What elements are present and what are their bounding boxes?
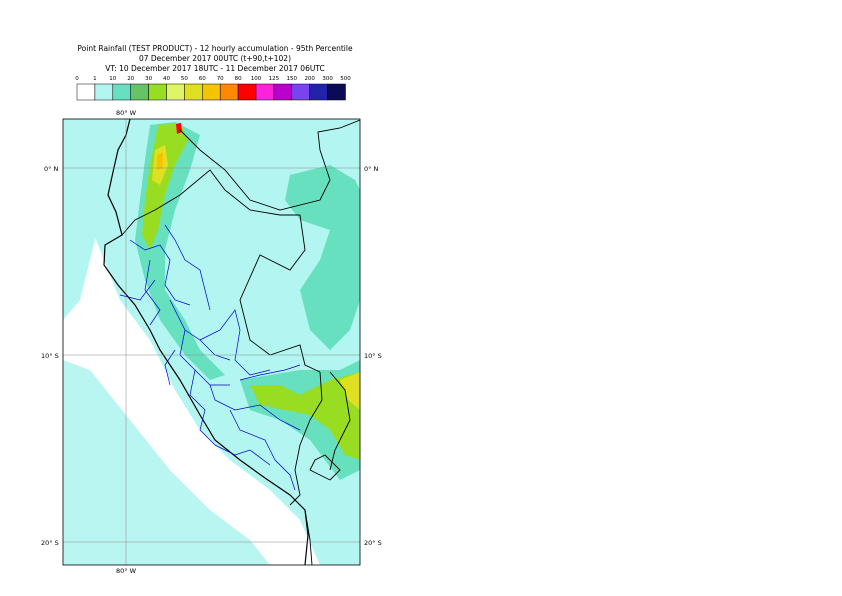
lat-label-left-20: 20° S [41,539,59,547]
legend-tick-label: 30 [145,76,153,82]
legend-tick-label: 300 [322,76,333,82]
regional-boundaries [119,224,301,491]
chart-title: Point Rainfall (TEST PRODUCT) - 12 hourl… [77,44,353,53]
map-frame [62,118,361,566]
graticule [63,119,360,565]
border-colombia [179,119,360,211]
legend-tick-label: 500 [340,76,351,82]
lon-label-top: 80° W [116,109,137,117]
legend-tick-label: 150 [286,76,298,82]
precip-moderate-east [285,165,360,350]
lat-label-right-20: 20° S [364,539,382,547]
legend-tick-label: 125 [268,76,280,82]
precip-red-peak [176,123,182,134]
legend-tick-label: 70 [216,76,224,82]
legend-tick-label: 80 [234,76,242,82]
lon-label-bottom: 80° W [116,567,137,575]
valid-time-label: VT: 10 December 2017 18UTC - 11 December… [105,64,325,73]
precip-light-offshore [63,360,270,565]
border-brazil-bolivia [329,371,351,471]
lat-label-right-10: 10° S [364,352,382,360]
precip-light-coast [63,119,115,320]
border-bolivia-chile [304,454,341,565]
legend-tick-label: 40 [163,76,170,82]
legend-tick-label: 10 [109,76,117,82]
border-peru-bolivia [289,371,323,506]
lat-label-left-10: 10° S [41,352,59,360]
legend-tick-label: 50 [180,76,188,82]
legend-tick-label: 1 [93,76,97,82]
base-time-label: 07 December 2017 00UTC (t+90,t+102) [138,54,291,63]
lat-label-right-0: 0° N [364,165,379,173]
precip-heavy-southeast [250,372,360,460]
border-ecuador-peru [121,169,300,236]
legend-swatch [327,83,346,101]
legend-tick-label: 100 [250,76,262,82]
legend-tick-label: 200 [304,76,315,82]
coastline [103,119,309,565]
precip-orange-north [157,152,163,170]
precip-veryheavy-southeast [340,372,360,410]
legend-tick-label: 0 [75,76,79,82]
legend-tick-label: 20 [127,76,135,82]
lat-label-left-0: 0° N [44,165,59,173]
legend-tick-label: 60 [198,76,206,82]
precip-heavy-north-andes [142,123,188,250]
